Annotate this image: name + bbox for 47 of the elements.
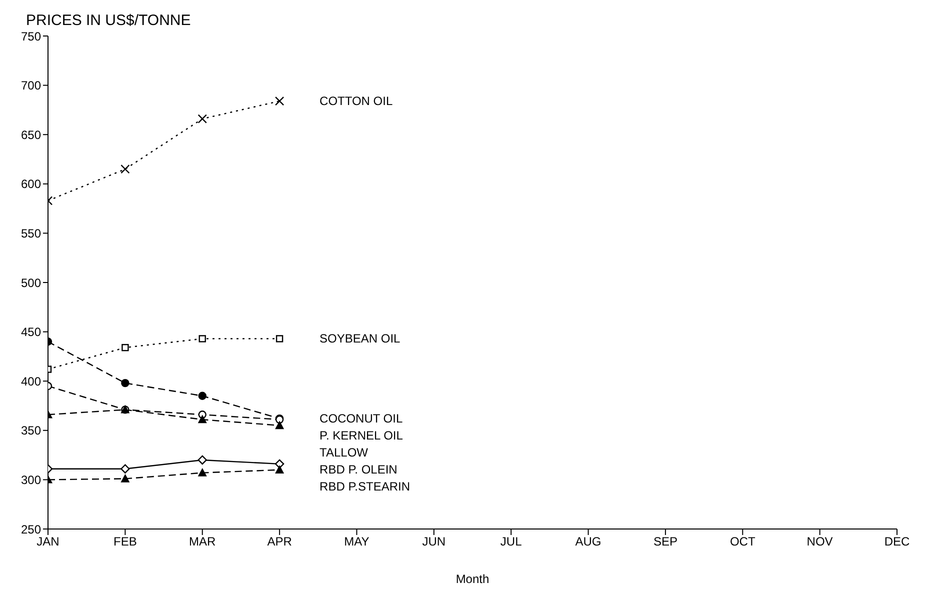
y-tick-label: 450	[20, 325, 42, 340]
y-tick-label: 700	[20, 78, 42, 93]
x-tick-label: MAY	[344, 534, 370, 549]
x-tick-label: DEC	[884, 534, 910, 549]
x-tick-label: NOV	[806, 534, 833, 549]
y-tick-label: 750	[20, 29, 42, 44]
text: COCONUT OIL	[320, 412, 403, 426]
point	[198, 335, 206, 342]
text: P. KERNEL OIL	[320, 428, 404, 443]
x-tick-label: AUG	[575, 534, 602, 549]
y-tick-label: 300	[20, 472, 42, 487]
point	[276, 335, 284, 342]
text: RBD P.STEARIN	[320, 480, 410, 494]
x-tick-label: JUL	[500, 534, 522, 549]
x-tick-label: JAN	[36, 534, 60, 549]
y-tick-label: 600	[20, 177, 42, 192]
x-tick-label: FEB	[114, 534, 137, 549]
x-tick-label: JUN	[422, 534, 446, 549]
y-tick-label: 350	[20, 424, 42, 438]
point	[274, 96, 284, 106]
text: SOYBEAN OIL	[320, 332, 401, 346]
y-tick-label: 250	[20, 522, 42, 536]
x-axis-title: Month	[456, 572, 490, 586]
x-tick-label: SEP	[653, 534, 678, 549]
point	[120, 164, 130, 174]
text: TALLOW	[320, 446, 369, 460]
point	[121, 378, 130, 388]
x-tick-label: MAR	[189, 534, 216, 549]
point	[198, 455, 207, 465]
y-tick-label: 400	[20, 374, 42, 388]
text: COTTON OIL	[320, 94, 393, 108]
y-tick-label: 550	[20, 226, 42, 240]
text: RBD P. OLEIN	[320, 462, 398, 477]
y-tick-label: 650	[20, 128, 42, 142]
point	[198, 415, 206, 424]
point	[275, 466, 284, 474]
point	[275, 421, 284, 430]
x-tick-label: APR	[267, 534, 292, 549]
point	[198, 392, 206, 400]
y-tick-label: 500	[20, 276, 42, 290]
chart-title: PRICES IN US$/TONNE	[26, 12, 191, 29]
point	[120, 464, 130, 474]
point	[198, 468, 206, 476]
point	[198, 114, 207, 124]
point	[121, 474, 130, 482]
point	[122, 344, 129, 352]
x-tick-label: OCT	[730, 534, 756, 549]
